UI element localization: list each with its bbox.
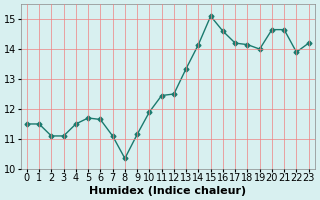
X-axis label: Humidex (Indice chaleur): Humidex (Indice chaleur)	[89, 186, 246, 196]
